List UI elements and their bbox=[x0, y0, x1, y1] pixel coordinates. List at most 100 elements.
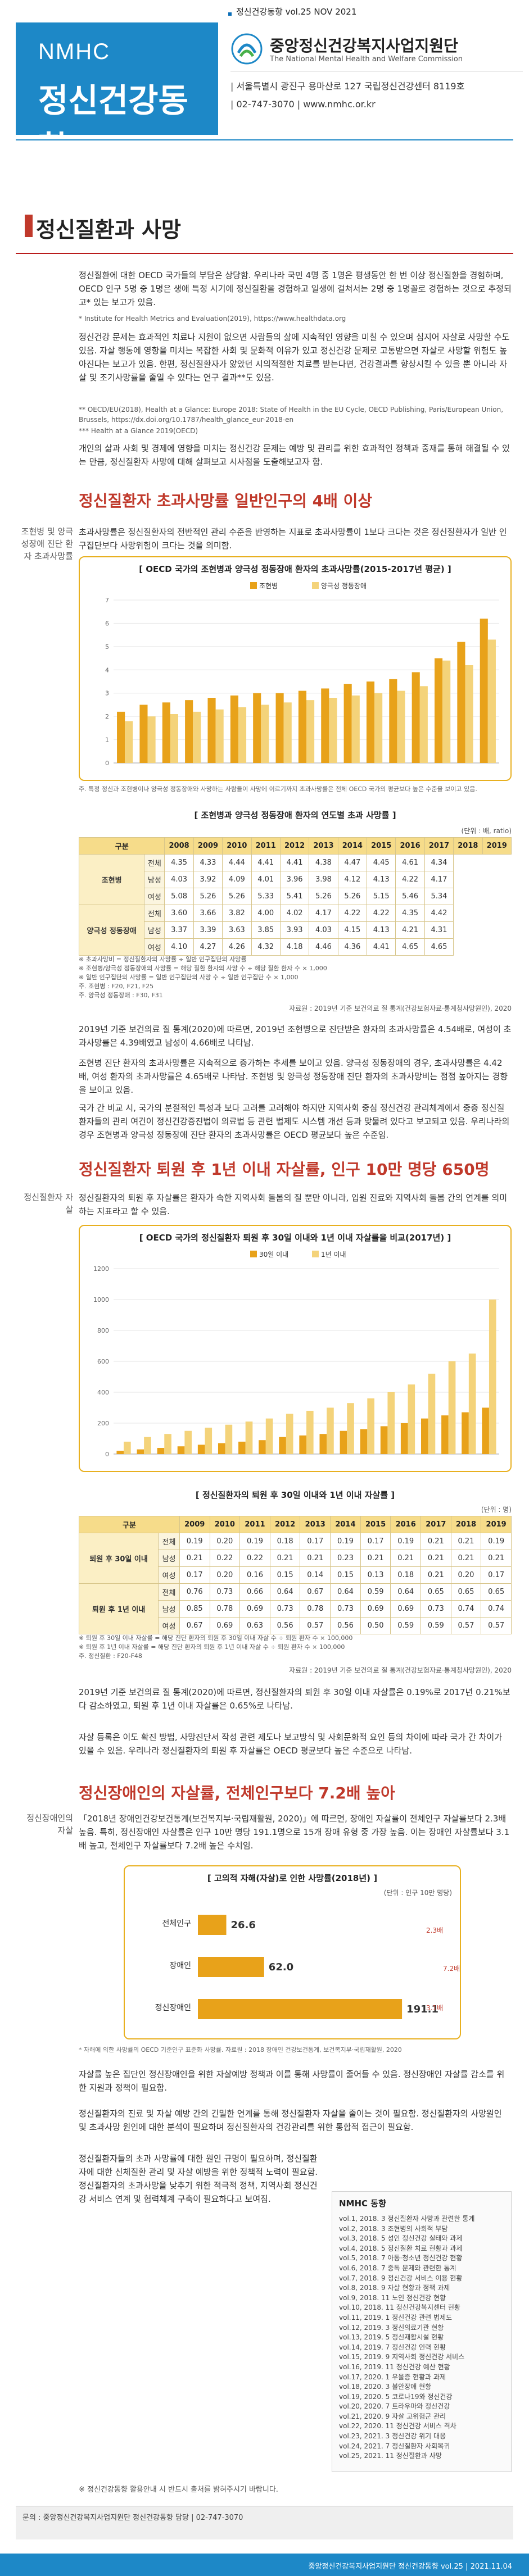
s2-col-header: 2014 bbox=[330, 1516, 361, 1533]
s3-category-label: 정신장애인 bbox=[155, 2003, 191, 2012]
newsletter-item[interactable]: vol.9, 2018. 11 노인 정신건강 현황 bbox=[339, 2293, 446, 2302]
s2-cell: 0.19 bbox=[239, 1533, 270, 1550]
s1-cell: 5.46 bbox=[395, 888, 425, 905]
s1-row-group: 양극성 정동장애 bbox=[78, 905, 145, 956]
s1-tick-label: 7 bbox=[105, 597, 109, 604]
s1-bar-b bbox=[465, 665, 473, 763]
s1-table-row: 남성 4.03 3.92 4.09 4.01 3.96 3.98 4.12 4.13 4.22 4.… bbox=[79, 871, 512, 888]
s1-tick-label: 6 bbox=[105, 620, 109, 627]
newsletter-item[interactable]: vol.20, 2020. 7 트라우마와 정신건강 bbox=[339, 2402, 450, 2411]
newsletter-item[interactable]: vol.12, 2019. 3 정신의료기관 현황 bbox=[339, 2323, 444, 2332]
s2-bar-a bbox=[421, 1418, 428, 1454]
newsletter-item[interactable]: vol.4, 2018. 5 정신질환 치료 현황과 과제 bbox=[339, 2244, 463, 2252]
s2-bar-b bbox=[448, 1361, 456, 1454]
s1-paragraph-1: 초과사망률은 정신질환자의 전반적인 관리 수준을 반영하는 지표로 초과사망률… bbox=[79, 527, 507, 551]
s2-bar-a bbox=[360, 1429, 368, 1454]
footer-box bbox=[16, 2506, 513, 2539]
newsletter-items: vol.1, 2018. 3 정신질환자 사망과 관련한 통계 vol.2, 20… bbox=[339, 2214, 508, 2461]
s2-col-header: 2010 bbox=[209, 1516, 241, 1533]
s2-cell: 0.85 bbox=[179, 1600, 210, 1618]
newsletter-item[interactable]: vol.5, 2018. 7 아동·청소년 정신건강 현황 bbox=[339, 2254, 463, 2262]
org-contact: | 02-747-3070 | www.nmhc.or.kr bbox=[230, 99, 376, 110]
s1-col-header: 구분 bbox=[78, 837, 165, 855]
newsletter-item[interactable]: vol.19, 2020. 5 코로나19와 정신건강 bbox=[339, 2392, 453, 2401]
s1-bar-a bbox=[434, 658, 443, 763]
s1-table-unit: (단위 : 배, ratio) bbox=[461, 827, 512, 835]
s2-cell: 0.78 bbox=[300, 1600, 331, 1618]
newsletter-item[interactable]: vol.15, 2019. 9 지역사회 정신건강 서비스 bbox=[339, 2353, 465, 2361]
s2-table-row: 퇴원 후 30일 이내 전체 0.19 0.20 0.19 0.18 0.17 0.19 0.1… bbox=[78, 1533, 512, 1584]
s1-cell: 4.47 bbox=[337, 854, 368, 871]
s1-bar-a bbox=[412, 672, 420, 763]
newsletter-item[interactable]: vol.8, 2018. 9 자살 현황과 정책 과제 bbox=[339, 2284, 450, 2292]
s2-bar-a bbox=[462, 1412, 469, 1454]
newsletter-item[interactable]: vol.1, 2018. 3 정신질환자 사망과 관련한 통계 bbox=[339, 2215, 475, 2223]
s1-cell: 4.35 bbox=[164, 854, 194, 871]
newsletter-item[interactable]: vol.18, 2020. 3 불안장애 현황 bbox=[339, 2383, 432, 2391]
s1-cell: 5.08 bbox=[164, 888, 194, 905]
s1-bar-a bbox=[253, 693, 261, 763]
s2-tick-label: 1200 bbox=[93, 1265, 109, 1273]
s2-cell: 0.69 bbox=[239, 1600, 270, 1618]
s2-cell: 0.78 bbox=[209, 1600, 241, 1618]
newsletter-item[interactable]: vol.16, 2019. 11 정신건강 예산 현황 bbox=[339, 2363, 450, 2371]
newsletter-item[interactable]: vol.7, 2018. 9 정신건강 서비스 이용 현황 bbox=[339, 2274, 463, 2282]
s1-row-label: 여성 bbox=[144, 938, 165, 956]
s1-bar-a bbox=[275, 693, 284, 763]
newsletter-item[interactable]: vol.6, 2018. 7 중독 문제와 관련한 통계 bbox=[339, 2264, 456, 2272]
s2-bar-a bbox=[340, 1430, 347, 1454]
s1-paragraph-2: 2019년 기준 보건의료 질 통계(2020)에 따르면, 2019년 조현병… bbox=[79, 1024, 512, 1048]
s2-cell: 0.73 bbox=[209, 1583, 241, 1601]
s2-cell: 0.20 bbox=[209, 1566, 241, 1584]
s1-bar-b bbox=[283, 702, 292, 763]
newsletter-item[interactable]: vol.10, 2018. 11 정신건강복지센터 현황 bbox=[339, 2304, 460, 2312]
s2-cell: 0.73 bbox=[330, 1600, 361, 1618]
s2-cell: 0.14 bbox=[300, 1566, 331, 1584]
s1-cell: 4.17 bbox=[309, 905, 338, 922]
s1-cell: 4.31 bbox=[424, 921, 454, 939]
s2-col-header: 2009 bbox=[179, 1516, 210, 1533]
newsletter-item[interactable]: vol.25, 2021. 11 정신질환과 사망 bbox=[339, 2452, 442, 2460]
newsletter-item[interactable]: vol.11, 2019. 1 정신건강 관련 법제도 bbox=[339, 2313, 453, 2321]
s2-table-row: 남성 0.85 0.78 0.69 0.73 0.78 0.73 0.69 0.69 0.73 0.… bbox=[79, 1600, 512, 1618]
newsletter-item[interactable]: vol.2, 2018. 3 조현병의 사회적 부담 bbox=[339, 2224, 448, 2233]
newsletter-item[interactable]: vol.13, 2019. 5 정신재활시설 현황 bbox=[339, 2333, 444, 2342]
s2-table-row: 남성 0.21 0.22 0.22 0.21 0.21 0.23 0.21 0.21 0.21 0.… bbox=[79, 1550, 512, 1567]
s2-tick-label: 1000 bbox=[93, 1296, 109, 1303]
s2-bar-a bbox=[299, 1435, 306, 1454]
s2-cell: 0.69 bbox=[360, 1600, 391, 1618]
s2-paragraph-3: 자살 등록은 이도 확진 방법, 사망진단서 작성 관련 제도나 보고방식 및 … bbox=[79, 1732, 502, 1756]
section-icon bbox=[25, 215, 33, 237]
newsletter-list: NMHC 동향 vol.1, 2018. 3 정신질환자 사망과 관련한 통계 v… bbox=[332, 2191, 512, 2472]
newsletter-item[interactable]: vol.14, 2019. 7 정신건강 인력 현황 bbox=[339, 2343, 446, 2351]
newsletter-item[interactable]: vol.21, 2020. 9 자살 고위험군 관리 bbox=[339, 2412, 446, 2420]
newsletter-item[interactable]: vol.17, 2020. 1 우울증 현황과 과제 bbox=[339, 2373, 446, 2381]
newsletter-item[interactable]: vol.23, 2021. 3 정신건강 위기 대응 bbox=[339, 2432, 446, 2441]
s1-cell: 3.92 bbox=[193, 871, 223, 888]
intro-paragraph-3: 개인의 삶과 사회 및 경제에 영향을 미치는 정신건강 문제는 예방 및 관리… bbox=[79, 443, 510, 467]
s1-cell: 4.36 bbox=[337, 938, 368, 956]
s2-bar-b bbox=[327, 1407, 334, 1454]
s1-cell: 5.26 bbox=[309, 888, 338, 905]
s2-tick-label: 800 bbox=[97, 1327, 109, 1334]
org-name: 중앙정신건강복지사업지원단 bbox=[270, 37, 458, 55]
s2-row-group: 퇴원 후 1년 이내 bbox=[78, 1583, 159, 1634]
s1-bar-a bbox=[457, 642, 465, 763]
newsletter-item[interactable]: vol.3, 2018. 5 성인 정신건강 실태와 과제 bbox=[339, 2234, 463, 2243]
s1-bar-b bbox=[306, 700, 315, 763]
newsletter-item[interactable]: vol.22, 2020. 11 정신건강 서비스 격차 bbox=[339, 2422, 456, 2430]
s3-chart-title: [ 고의적 자해(자살)로 인한 사망률(2018년) ] bbox=[207, 1873, 378, 1883]
s2-chart-title: [ OECD 국가의 정신질환자 퇴원 후 30일 이내와 1년 이내 자살률을… bbox=[139, 1233, 451, 1243]
intro-paragraph-1: 정신질환에 대한 OECD 국가들의 부담은 상당함. 우리나라 국민 4명 중… bbox=[79, 270, 512, 307]
s2-tick-label: 200 bbox=[97, 1420, 109, 1427]
s1-cell: 4.32 bbox=[251, 938, 281, 956]
s3-bar bbox=[198, 1915, 227, 1935]
s2-row-label: 남성 bbox=[158, 1600, 180, 1618]
s2-legend-item: 30일 이내 bbox=[250, 1251, 288, 1259]
s2-bar-a bbox=[137, 1449, 144, 1454]
s2-cell: 0.67 bbox=[300, 1583, 331, 1601]
s1-table-row: 여성 5.08 5.26 5.26 5.33 5.41 5.26 5.26 5.15 5.46 5.… bbox=[79, 888, 512, 905]
s2-cell: 0.67 bbox=[179, 1617, 210, 1634]
newsletter-item[interactable]: vol.24, 2021. 7 정신질환자 사회복귀 bbox=[339, 2442, 450, 2450]
s3-value-label: 26.6 bbox=[231, 1919, 256, 1931]
